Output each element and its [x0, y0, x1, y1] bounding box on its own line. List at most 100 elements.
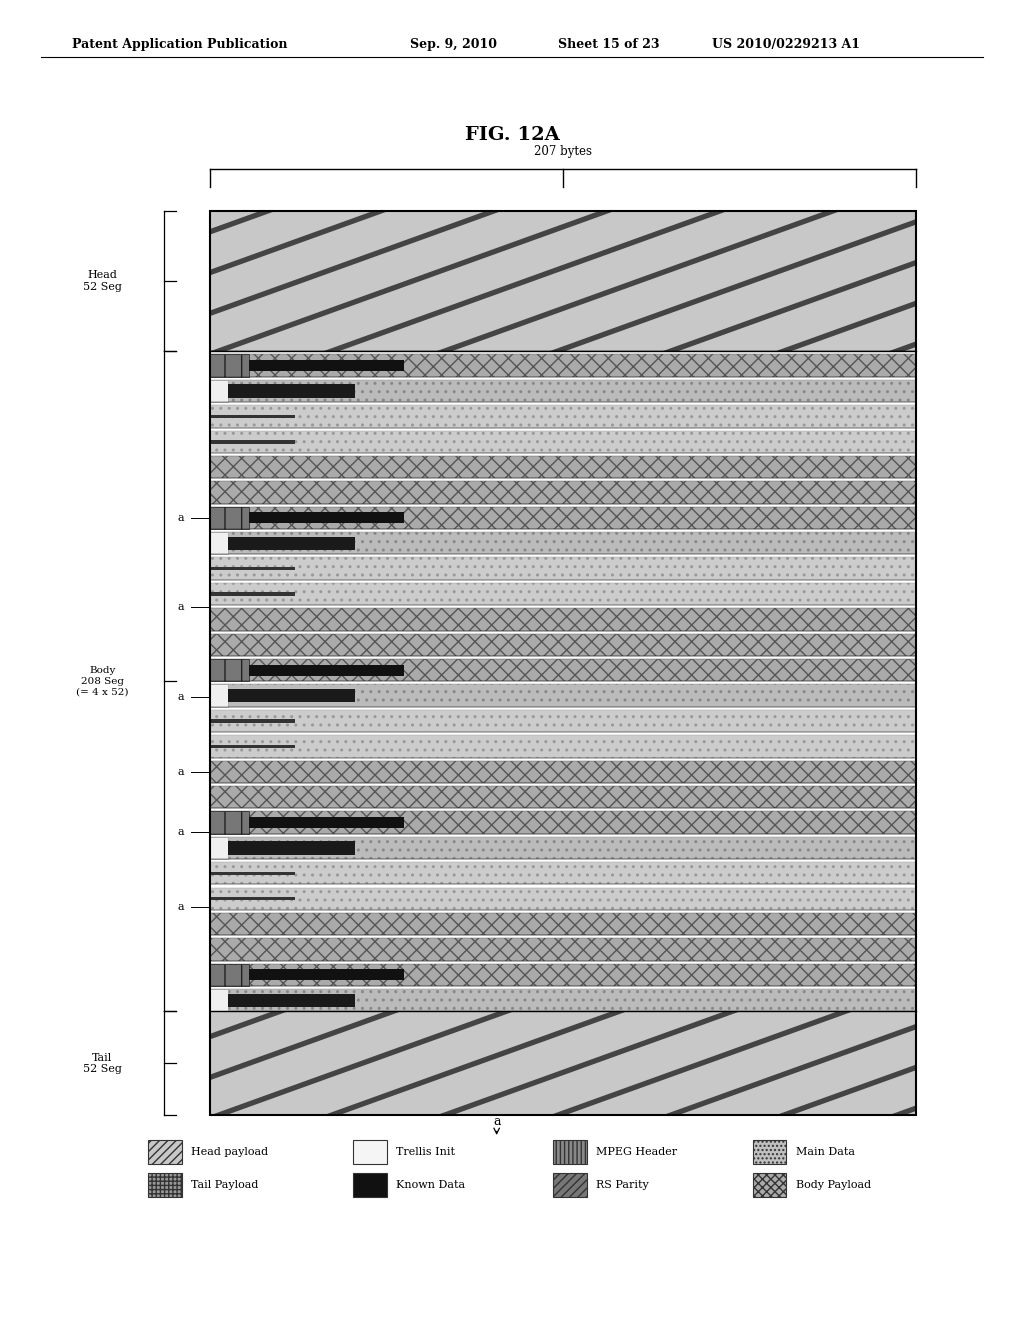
- Bar: [210, 354, 249, 376]
- Polygon shape: [0, 1011, 288, 1115]
- Bar: [227, 841, 354, 854]
- Bar: [553, 1140, 587, 1164]
- Text: a: a: [178, 826, 184, 837]
- Bar: [210, 507, 249, 529]
- Text: a: a: [178, 767, 184, 777]
- Bar: [210, 1011, 916, 1115]
- Bar: [210, 566, 295, 570]
- Bar: [210, 211, 916, 1115]
- Text: US 2010/0229213 A1: US 2010/0229213 A1: [712, 38, 860, 51]
- Bar: [210, 913, 916, 936]
- Bar: [210, 482, 916, 504]
- Text: Head
52 Seg: Head 52 Seg: [83, 271, 122, 292]
- Text: MPEG Header: MPEG Header: [596, 1147, 677, 1158]
- Bar: [210, 685, 227, 706]
- Bar: [210, 735, 916, 758]
- Polygon shape: [663, 211, 1024, 351]
- Bar: [210, 837, 227, 859]
- Text: Body
208 Seg
(= 4 x 52): Body 208 Seg (= 4 x 52): [76, 667, 129, 696]
- Bar: [210, 405, 916, 428]
- Bar: [210, 760, 916, 783]
- Polygon shape: [775, 211, 1024, 351]
- Polygon shape: [436, 211, 840, 351]
- Polygon shape: [0, 211, 388, 351]
- Bar: [210, 557, 916, 579]
- Text: a: a: [178, 692, 184, 702]
- Polygon shape: [323, 1011, 627, 1115]
- Text: Sheet 15 of 23: Sheet 15 of 23: [558, 38, 659, 51]
- Bar: [227, 689, 354, 702]
- Bar: [210, 812, 916, 834]
- Polygon shape: [210, 1011, 514, 1115]
- Bar: [210, 430, 916, 453]
- Bar: [210, 887, 916, 909]
- Polygon shape: [1001, 211, 1024, 351]
- Bar: [210, 812, 249, 834]
- Bar: [210, 380, 916, 403]
- Bar: [553, 1173, 587, 1197]
- Text: a: a: [493, 1114, 501, 1127]
- Bar: [753, 1173, 786, 1197]
- Bar: [210, 609, 916, 631]
- Bar: [210, 211, 916, 351]
- Bar: [227, 994, 354, 1007]
- Bar: [210, 532, 916, 554]
- Bar: [210, 964, 916, 986]
- Bar: [210, 507, 916, 529]
- Bar: [210, 719, 295, 723]
- Bar: [210, 964, 249, 986]
- Text: Trellis Init: Trellis Init: [396, 1147, 456, 1158]
- Bar: [148, 1173, 182, 1197]
- Polygon shape: [210, 211, 614, 351]
- Bar: [210, 744, 295, 748]
- Text: Tail
52 Seg: Tail 52 Seg: [83, 1052, 122, 1074]
- Text: Body Payload: Body Payload: [796, 1180, 870, 1191]
- Bar: [249, 512, 404, 524]
- Bar: [210, 939, 916, 961]
- Text: Patent Application Publication: Patent Application Publication: [72, 38, 287, 51]
- Bar: [210, 659, 916, 681]
- Polygon shape: [97, 211, 501, 351]
- Bar: [210, 837, 916, 859]
- Bar: [210, 685, 916, 706]
- Bar: [210, 532, 227, 554]
- Bar: [249, 969, 404, 981]
- Bar: [353, 1173, 387, 1197]
- Bar: [227, 536, 354, 550]
- Bar: [249, 665, 404, 676]
- Polygon shape: [549, 1011, 853, 1115]
- Bar: [249, 817, 404, 828]
- Bar: [353, 1140, 387, 1164]
- Bar: [753, 1140, 786, 1164]
- Polygon shape: [888, 1011, 1024, 1115]
- Polygon shape: [888, 211, 1024, 351]
- Text: Head payload: Head payload: [191, 1147, 268, 1158]
- Bar: [210, 871, 295, 875]
- Text: RS Parity: RS Parity: [596, 1180, 649, 1191]
- Polygon shape: [436, 1011, 740, 1115]
- Bar: [210, 380, 227, 403]
- Text: a: a: [178, 902, 184, 912]
- Polygon shape: [1001, 1011, 1024, 1115]
- Bar: [210, 455, 916, 478]
- Text: 207 bytes: 207 bytes: [535, 145, 592, 158]
- Polygon shape: [323, 211, 727, 351]
- Bar: [210, 710, 916, 733]
- Text: FIG. 12A: FIG. 12A: [465, 125, 559, 144]
- Bar: [210, 583, 916, 606]
- Polygon shape: [775, 1011, 1024, 1115]
- Bar: [210, 593, 295, 595]
- Bar: [210, 634, 916, 656]
- Bar: [210, 896, 295, 900]
- Bar: [210, 862, 916, 884]
- Polygon shape: [0, 211, 274, 351]
- Text: Known Data: Known Data: [396, 1180, 466, 1191]
- Bar: [210, 354, 916, 376]
- Bar: [210, 989, 916, 1011]
- Text: Sep. 9, 2010: Sep. 9, 2010: [410, 38, 497, 51]
- Polygon shape: [549, 211, 953, 351]
- Bar: [210, 659, 249, 681]
- Text: a: a: [178, 512, 184, 523]
- Bar: [210, 414, 295, 418]
- Text: a: a: [178, 602, 184, 612]
